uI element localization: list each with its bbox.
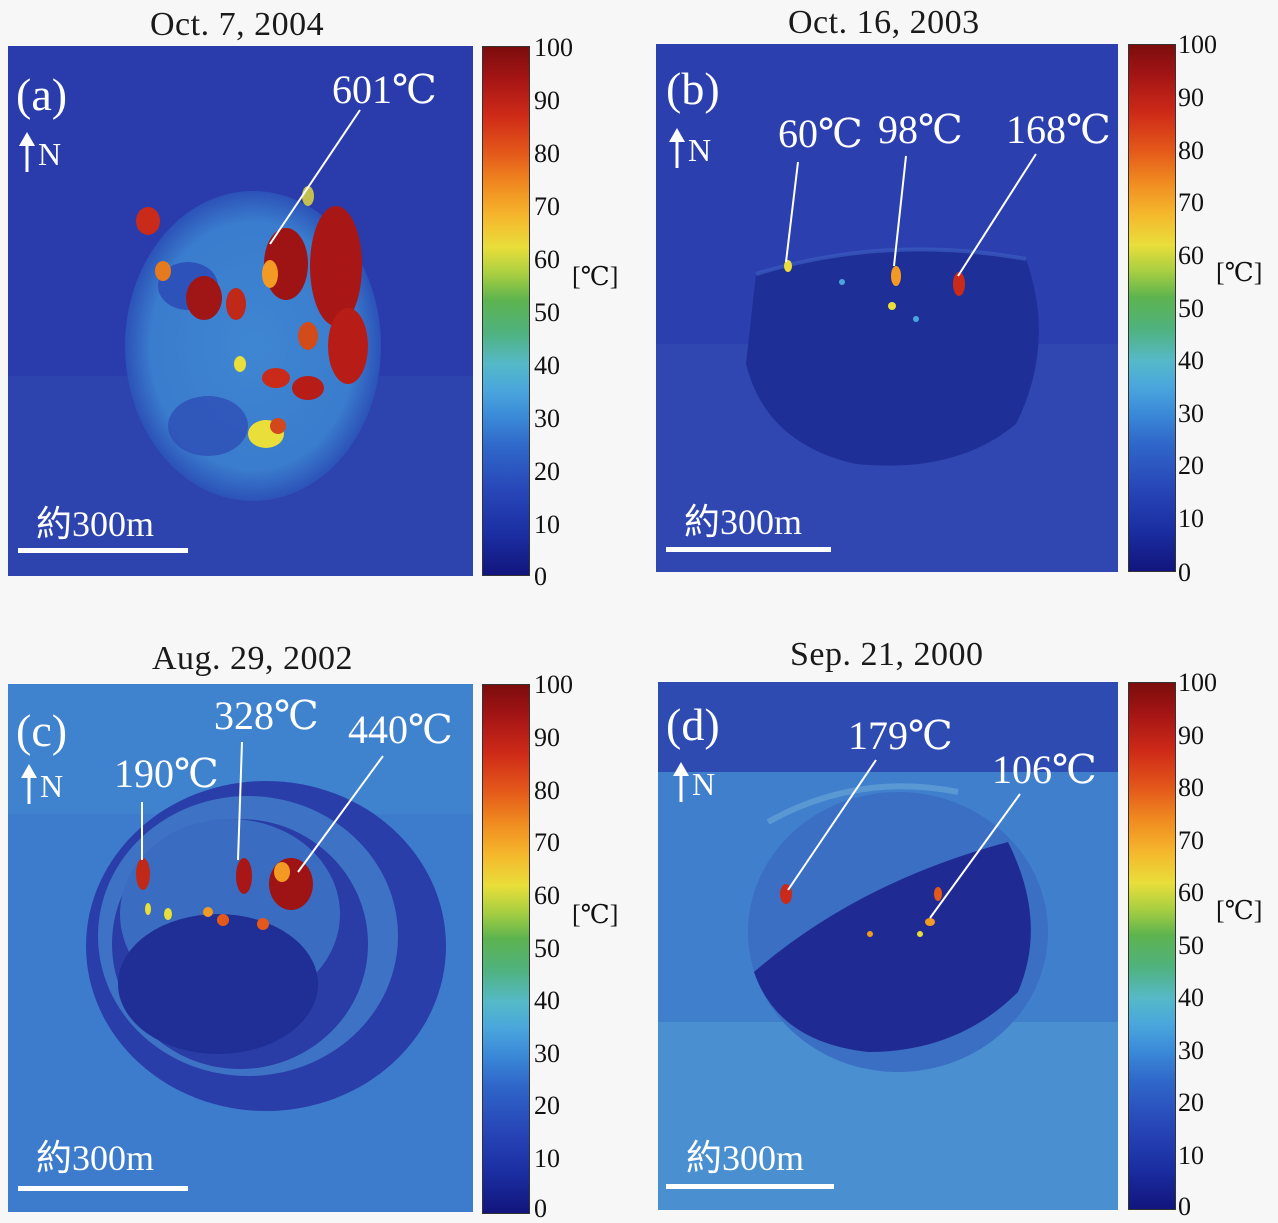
cbar-tick: 20 bbox=[534, 457, 560, 486]
cbar-tick: 100 bbox=[534, 33, 573, 62]
crater-b bbox=[746, 249, 1039, 466]
north-label: N bbox=[692, 766, 716, 802]
panel-a-unit: [℃] bbox=[572, 262, 619, 291]
cbar-tick: 90 bbox=[534, 723, 560, 752]
cbar-tick: 10 bbox=[534, 1144, 560, 1173]
panel-b-scale-label: 約300m bbox=[684, 502, 803, 542]
panel-d-temp-179: 179℃ bbox=[848, 713, 953, 758]
cbar-tick: 0 bbox=[1178, 558, 1191, 587]
cbar-tick: 10 bbox=[534, 510, 560, 539]
panel-c-date: Aug. 29, 2002 bbox=[152, 640, 354, 677]
panel-a-temp-601: 601℃ bbox=[332, 67, 437, 112]
panel-b-letter: (b) bbox=[666, 63, 720, 114]
cbar-tick: 80 bbox=[534, 139, 560, 168]
cbar-tick: 20 bbox=[1178, 451, 1204, 480]
panel-a-scale-bar bbox=[18, 548, 188, 553]
panel-c-temp-190: 190℃ bbox=[114, 751, 219, 796]
north-label: N bbox=[688, 132, 712, 168]
cbar-tick: 40 bbox=[534, 986, 560, 1015]
panel-b-thermal-drawing bbox=[656, 247, 1118, 572]
cbar-tick: 80 bbox=[1178, 136, 1204, 165]
cbar-tick: 80 bbox=[534, 776, 560, 805]
panel-d-thermal-image: (d) N 179℃ 106℃ 約300m bbox=[658, 682, 1118, 1210]
north-label: N bbox=[38, 136, 62, 172]
cbar-tick: 40 bbox=[1178, 346, 1204, 375]
cbar-tick: 20 bbox=[534, 1091, 560, 1120]
cbar-tick: 70 bbox=[1178, 188, 1204, 217]
panel-c-letter: (c) bbox=[16, 705, 68, 756]
cbar-tick: 30 bbox=[1178, 399, 1204, 428]
cbar-tick: 70 bbox=[534, 192, 560, 221]
north-arrow-icon bbox=[19, 132, 35, 172]
cbar-tick: 50 bbox=[534, 298, 560, 327]
panel-c-unit: [℃] bbox=[572, 900, 619, 929]
cbar-tick: 30 bbox=[534, 404, 560, 433]
cbar-tick: 100 bbox=[1178, 30, 1217, 59]
cbar-tick: 30 bbox=[1178, 1036, 1204, 1065]
cbar-tick: 10 bbox=[1178, 504, 1204, 533]
panel-d-scale-bar bbox=[666, 1184, 834, 1189]
cbar-tick: 30 bbox=[534, 1039, 560, 1068]
panel-a-scale-label: 約300m bbox=[36, 504, 155, 544]
panel-a-date: Oct. 7, 2004 bbox=[150, 6, 325, 43]
panel-b-scale-bar bbox=[666, 547, 831, 552]
panel-a-colorbar bbox=[482, 46, 530, 576]
panel-d-letter: (d) bbox=[666, 699, 720, 750]
panel-c-scale-label: 約300m bbox=[36, 1138, 155, 1178]
cbar-tick: 80 bbox=[1178, 773, 1204, 802]
panel-d-scale-label: 約300m bbox=[686, 1138, 805, 1178]
panel-a-thermal-image: (a) N 601℃ 約300m bbox=[8, 46, 473, 576]
north-label: N bbox=[40, 768, 64, 804]
panel-d-date: Sep. 21, 2000 bbox=[790, 636, 984, 673]
north-arrow-icon bbox=[21, 764, 37, 804]
panel-d-unit: [℃] bbox=[1216, 896, 1263, 925]
panel-b-temp-60: 60℃ bbox=[778, 111, 863, 156]
cbar-tick: 50 bbox=[1178, 931, 1204, 960]
north-arrow-icon bbox=[673, 762, 689, 802]
cbar-tick: 100 bbox=[1178, 668, 1217, 697]
panel-c-thermal-drawing bbox=[8, 684, 473, 1111]
panel-c-thermal-image: (c) N 190℃ 328℃ 440℃ 約300m bbox=[8, 684, 473, 1212]
panel-d-temp-106: 106℃ bbox=[992, 747, 1097, 792]
panel-c-colorbar bbox=[482, 684, 530, 1214]
cbar-tick: 40 bbox=[1178, 983, 1204, 1012]
cbar-tick: 0 bbox=[534, 562, 547, 591]
panel-b-date: Oct. 16, 2003 bbox=[788, 4, 980, 41]
north-arrow-icon bbox=[669, 128, 685, 168]
panel-b-temp-98: 98℃ bbox=[878, 107, 963, 152]
cbar-tick: 100 bbox=[534, 670, 573, 699]
panel-b-colorbar bbox=[1128, 44, 1176, 572]
cbar-tick: 90 bbox=[1178, 83, 1204, 112]
cbar-tick: 60 bbox=[1178, 241, 1204, 270]
cbar-tick: 10 bbox=[1178, 1141, 1204, 1170]
panel-b-thermal-image: (b) N 60℃ 98℃ 168℃ 約300m bbox=[656, 44, 1118, 572]
cbar-tick: 50 bbox=[534, 934, 560, 963]
panel-c-temp-328: 328℃ bbox=[214, 693, 319, 738]
panel-b-unit: [℃] bbox=[1216, 258, 1263, 287]
cbar-tick: 90 bbox=[534, 86, 560, 115]
cbar-tick: 60 bbox=[534, 245, 560, 274]
cbar-tick: 70 bbox=[1178, 826, 1204, 855]
cbar-tick: 50 bbox=[1178, 294, 1204, 323]
cbar-tick: 40 bbox=[534, 351, 560, 380]
cbar-tick: 60 bbox=[1178, 878, 1204, 907]
panel-a-thermal-drawing bbox=[8, 186, 473, 576]
cbar-tick: 70 bbox=[534, 828, 560, 857]
cbar-tick: 0 bbox=[1178, 1192, 1191, 1221]
panel-d-colorbar bbox=[1128, 682, 1176, 1210]
panel-c-scale-bar bbox=[18, 1186, 188, 1191]
cbar-tick: 60 bbox=[534, 881, 560, 910]
panel-c-temp-440: 440℃ bbox=[348, 707, 453, 752]
panel-a-letter: (a) bbox=[16, 69, 68, 120]
cbar-tick: 0 bbox=[534, 1194, 547, 1223]
cbar-tick: 20 bbox=[1178, 1088, 1204, 1117]
panel-b-temp-168: 168℃ bbox=[1006, 107, 1111, 152]
cbar-tick: 90 bbox=[1178, 721, 1204, 750]
